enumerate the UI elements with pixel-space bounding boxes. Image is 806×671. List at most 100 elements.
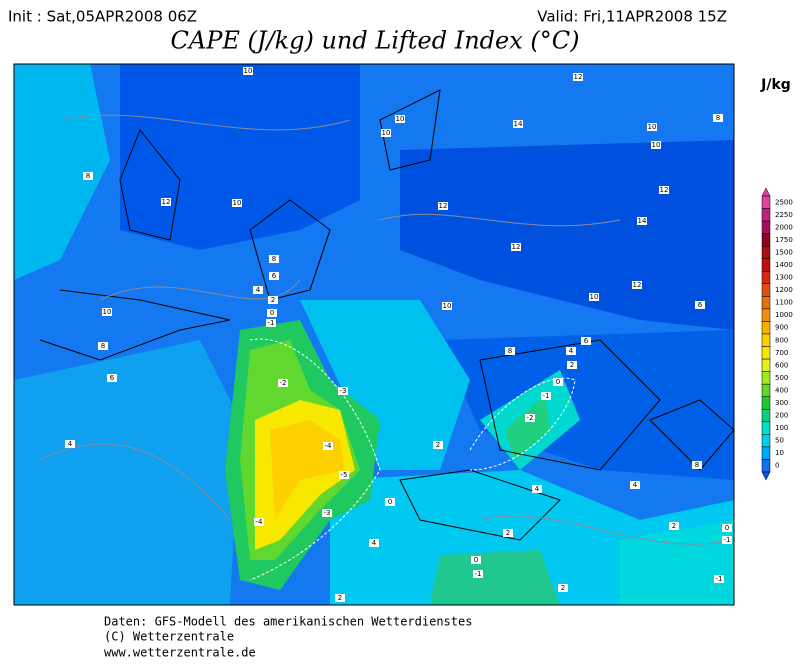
colorbar-label: 1300 xyxy=(775,274,793,282)
contour-label-bg xyxy=(567,361,577,369)
contour-label: 12 xyxy=(574,73,583,81)
colorbar-label: 900 xyxy=(775,324,788,332)
colorbar-swatch xyxy=(761,358,771,372)
contour-label-bg xyxy=(669,522,679,530)
contour-label: 10 xyxy=(652,141,661,149)
footer-line: Daten: GFS-Modell des amerikanischen Wet… xyxy=(104,615,472,629)
contour-label: -3 xyxy=(340,387,347,395)
contour-label: -5 xyxy=(341,471,348,479)
contour-label-bg xyxy=(102,308,112,316)
contour-label: 4 xyxy=(256,286,261,294)
colorbar-swatch xyxy=(761,283,771,297)
contour-label: 8 xyxy=(272,255,276,263)
contour-label: 0 xyxy=(725,524,729,532)
contour-label-bg xyxy=(243,67,253,75)
colorbar-swatch xyxy=(761,220,771,234)
contour-label-bg xyxy=(566,347,576,355)
contour-label-bg xyxy=(267,309,277,317)
colorbar-swatch xyxy=(761,296,771,310)
contour-label: -1 xyxy=(724,536,731,544)
contour-label-bg xyxy=(589,293,599,301)
contour-label: 12 xyxy=(162,198,171,206)
colorbar-label: 400 xyxy=(775,386,788,394)
contour-label-bg xyxy=(659,186,669,194)
contour-label-bg xyxy=(269,272,279,280)
colorbar-swatch xyxy=(761,233,771,247)
contour-label-bg xyxy=(98,342,108,350)
contour-label: -1 xyxy=(268,319,275,327)
contour-label-bg xyxy=(573,73,583,81)
contour-label-bg xyxy=(553,378,563,386)
colorbar-swatch xyxy=(761,434,771,448)
colorbar-swatch xyxy=(761,271,771,285)
contour-label-bg xyxy=(278,379,288,387)
contour-label-bg xyxy=(647,123,657,131)
contour-label: 0 xyxy=(388,498,392,506)
colorbar-label: 2000 xyxy=(775,223,793,231)
contour-label: 10 xyxy=(233,199,242,207)
colorbar-label: 0 xyxy=(775,462,779,470)
colorbar-label: 1000 xyxy=(775,311,793,319)
colorbar-cap xyxy=(761,471,771,481)
contour-label-bg xyxy=(385,498,395,506)
colorbar-swatch xyxy=(761,308,771,322)
contour-label-bg xyxy=(254,518,264,526)
contour-label-bg xyxy=(471,556,481,564)
colorbar-swatch xyxy=(761,321,771,335)
contour-label: 0 xyxy=(270,309,274,317)
contour-label: 4 xyxy=(569,347,574,355)
colorbar-swatch xyxy=(761,208,771,222)
contour-label-bg xyxy=(722,536,732,544)
contour-label-bg xyxy=(369,539,379,547)
contour-label-bg xyxy=(637,217,647,225)
contour-label-bg xyxy=(161,198,171,206)
contour-label-bg xyxy=(505,347,515,355)
contour-label-bg xyxy=(266,319,276,327)
contour-label-bg xyxy=(651,141,661,149)
contour-label: 12 xyxy=(512,243,521,251)
colorbar-label: 600 xyxy=(775,361,788,369)
contour-label-bg xyxy=(433,441,443,449)
colorbar-label: 10 xyxy=(775,449,784,457)
contour-label-bg xyxy=(232,199,242,207)
contour-label-bg xyxy=(632,281,642,289)
colorbar-label: 1500 xyxy=(775,248,793,256)
contour-label: -1 xyxy=(475,570,482,578)
footer-line: (C) Wetterzentrale xyxy=(104,630,234,644)
contour-label-bg xyxy=(338,387,348,395)
contour-label-bg xyxy=(438,202,448,210)
contour-label-bg xyxy=(322,509,332,517)
contour-label: -1 xyxy=(543,392,550,400)
colorbar-label: 2250 xyxy=(775,211,793,219)
contour-label: 2 xyxy=(570,361,574,369)
contour-label: 8 xyxy=(86,172,90,180)
contour-label-bg xyxy=(65,440,75,448)
colorbar-swatch xyxy=(761,333,771,347)
map-frame xyxy=(13,63,735,606)
colorbar-swatch xyxy=(761,346,771,360)
valid-time: Valid: Fri,11APR2008 15Z xyxy=(537,8,727,26)
colorbar-label: 500 xyxy=(775,374,788,382)
init-time: Init : Sat,05APR2008 06Z xyxy=(8,8,197,26)
contour-label: 8 xyxy=(101,342,105,350)
contour-label: 10 xyxy=(396,115,405,123)
contour-label: 10 xyxy=(443,302,452,310)
footer-line: www.wetterzentrale.de xyxy=(104,646,256,660)
colorbar-swatch xyxy=(761,383,771,397)
contour-label-bg xyxy=(558,584,568,592)
map-field xyxy=(14,64,734,605)
contour-label-bg xyxy=(695,301,705,309)
colorbar-swatch xyxy=(761,396,771,410)
contour-label: 4 xyxy=(633,481,638,489)
contour-label-bg xyxy=(442,302,452,310)
contour-label: 4 xyxy=(68,440,73,448)
contour-label-bg xyxy=(253,286,263,294)
colorbar-swatch xyxy=(761,258,771,272)
contour-label-bg xyxy=(525,414,535,422)
contour-label-bg xyxy=(323,442,333,450)
colorbar-swatch xyxy=(761,421,771,435)
contour-label-bg xyxy=(83,172,93,180)
contour-label: -2 xyxy=(280,379,287,387)
